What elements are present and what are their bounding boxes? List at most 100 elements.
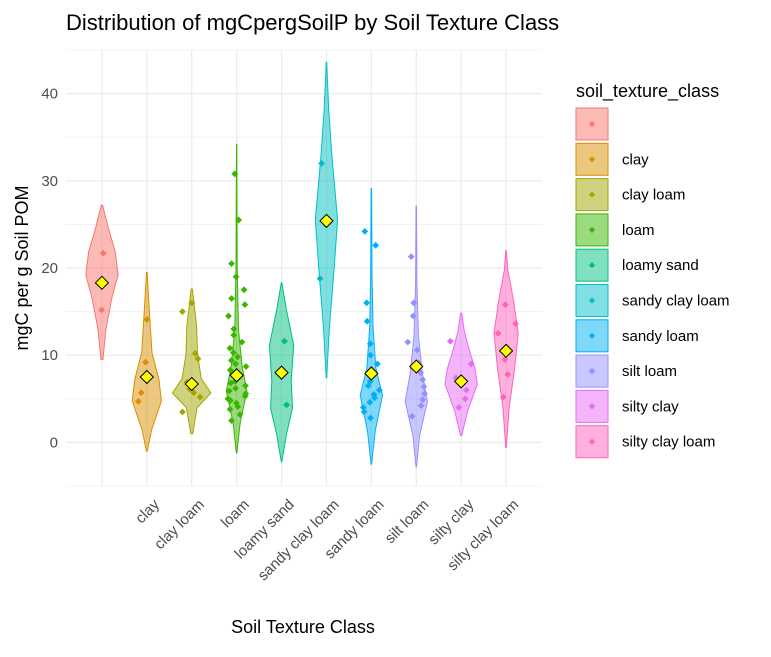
data-point [242, 390, 250, 397]
data-point [242, 382, 249, 390]
data-point [225, 312, 232, 320]
data-point [231, 170, 239, 178]
x-tick-label: loam [218, 496, 253, 531]
data-point [404, 338, 412, 346]
data-point [512, 320, 519, 328]
data-point [142, 358, 149, 366]
data-point [233, 399, 240, 407]
data-point [410, 299, 418, 307]
data-point [194, 355, 202, 363]
mean-marker [319, 213, 334, 229]
legend-label: sandy loam [622, 328, 699, 345]
legend-label: silt loam [622, 363, 677, 380]
legend-label: clay loam [622, 187, 685, 204]
legend-label: silty clay loam [622, 434, 715, 451]
data-point [228, 295, 235, 302]
y-tick-label: 30 [41, 173, 58, 190]
data-point [228, 260, 235, 268]
data-point [226, 344, 234, 352]
mean-marker [453, 374, 469, 389]
legend-label: sandy clay loam [622, 293, 730, 310]
data-point [188, 299, 196, 307]
mean-marker [139, 369, 155, 385]
data-point [241, 301, 249, 309]
legend-title: soil_texture_class [576, 81, 719, 102]
legend-key-point [588, 403, 596, 410]
data-point [360, 408, 368, 416]
mean-marker [409, 359, 424, 374]
legend-label: loam [622, 222, 655, 239]
data-point [419, 396, 427, 404]
data-point [421, 390, 428, 397]
data-point [228, 357, 235, 364]
legend: soil_texture_class clay clay loam loam loam… [575, 81, 730, 459]
x-tick-label: clay loam [151, 496, 208, 553]
violin-silt-loam [404, 205, 428, 468]
data-point [240, 286, 248, 294]
grid-layer [66, 49, 542, 487]
data-point [318, 159, 325, 167]
data-point [367, 351, 374, 359]
legend-label: clay [622, 151, 649, 168]
data-point [236, 411, 244, 418]
legend-label: silty clay [622, 398, 679, 415]
data-point [179, 408, 186, 416]
data-point [137, 389, 145, 397]
mean-marker [184, 376, 199, 392]
legend-key-point [588, 332, 596, 339]
y-tick-label: 0 [50, 434, 58, 451]
data-point [372, 241, 380, 249]
mean-marker [94, 275, 110, 291]
data-point [370, 391, 378, 398]
data-point [191, 350, 199, 357]
y-tick-labels: 0 10 20 30 40 [41, 86, 58, 452]
data-point [232, 273, 240, 281]
data-point [238, 338, 246, 346]
data-point [196, 393, 204, 401]
legend-label: loamy sand [622, 257, 699, 274]
violin-clay-loam [171, 288, 212, 435]
data-point [499, 393, 507, 401]
y-axis-title: mgC per g Soil POM [12, 185, 32, 350]
data-point [501, 301, 509, 309]
data-point [455, 404, 463, 411]
data-point [316, 275, 324, 282]
mean-marker [229, 368, 244, 383]
data-point [226, 366, 234, 374]
data-point [134, 398, 142, 405]
data-point [242, 363, 250, 370]
violin-sandy-loam [359, 188, 384, 465]
data-point [361, 227, 369, 235]
data-point [234, 353, 241, 361]
data-point [230, 331, 238, 339]
y-tick-label: 40 [41, 86, 58, 103]
data-point [235, 216, 243, 224]
data-point [226, 405, 234, 413]
y-tick-label: 20 [41, 260, 58, 277]
chart-title: Distribution of mgCpergSoilP by Soil Tex… [66, 10, 559, 35]
data-point [179, 308, 186, 315]
data-point [501, 356, 509, 363]
data-point [408, 412, 416, 420]
violin-layer [85, 61, 519, 468]
data-point [225, 387, 233, 395]
x-tick-label: sandy clay loam [255, 496, 343, 584]
mean-marker [274, 365, 289, 380]
data-point [363, 299, 371, 307]
mean-marker [364, 366, 379, 381]
data-point [224, 395, 232, 403]
data-point [283, 401, 290, 409]
data-point [417, 402, 425, 410]
data-point [407, 253, 415, 261]
data-point [232, 384, 239, 392]
data-point [446, 337, 454, 345]
data-point [366, 398, 374, 406]
data-point [367, 414, 374, 422]
mean-marker [498, 343, 514, 359]
data-point [376, 386, 383, 394]
data-point [230, 325, 238, 333]
data-point [359, 404, 367, 411]
data-point [228, 417, 235, 424]
